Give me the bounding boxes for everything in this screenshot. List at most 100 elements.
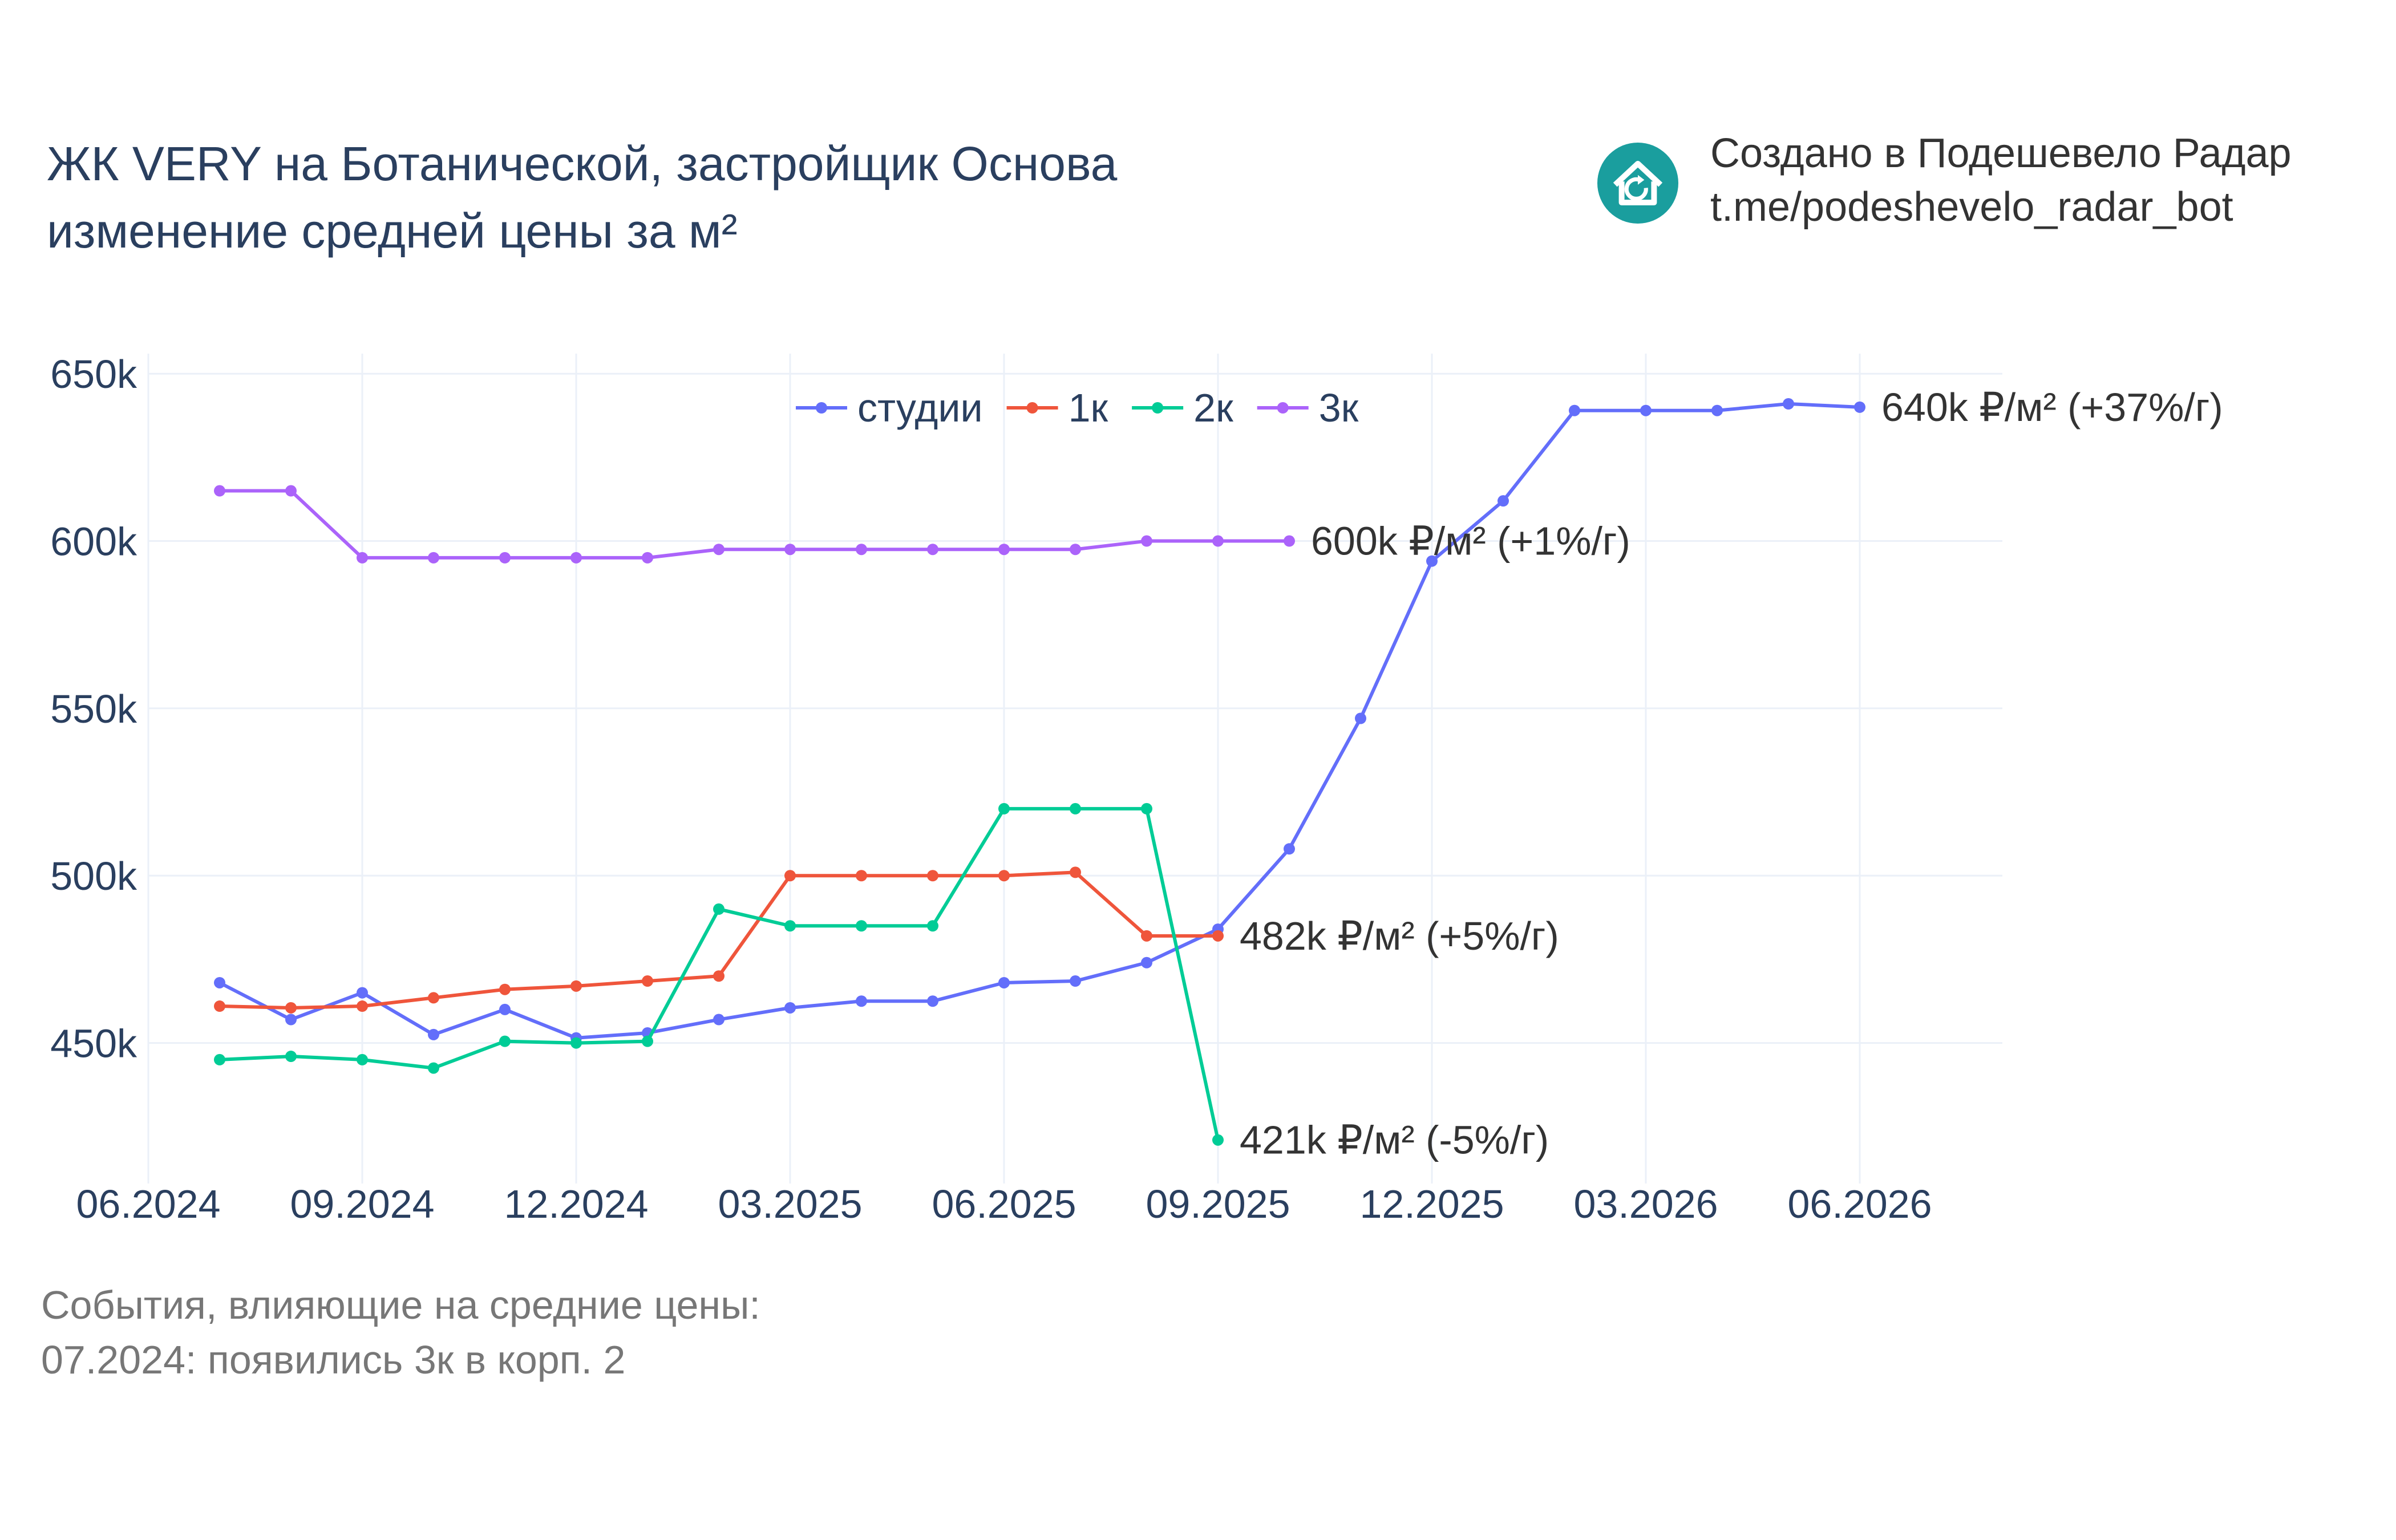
legend-label: 1к <box>1069 386 1108 430</box>
chart-series <box>214 398 1865 1146</box>
y-tick-label: 500k <box>50 854 137 898</box>
y-axis-ticks: 450k 500k 550k 600k 650k <box>50 352 137 1065</box>
data-point <box>1141 957 1152 968</box>
credit-block: Создано в Подешевело Радар t.me/podeshev… <box>1710 127 2292 234</box>
x-tick-label: 06.2024 <box>76 1182 220 1226</box>
data-point <box>428 1062 439 1074</box>
series-3к <box>214 485 1295 564</box>
end-label: 482k ₽/м² (+5%/г) <box>1240 914 1559 958</box>
series-студии <box>214 398 1865 1044</box>
data-point <box>1070 866 1081 878</box>
data-point <box>214 485 225 497</box>
data-point <box>856 920 867 932</box>
data-point <box>927 544 938 556</box>
data-point <box>1141 803 1152 814</box>
data-point <box>713 903 725 915</box>
data-point <box>856 995 867 1007</box>
data-point <box>642 975 653 987</box>
data-point <box>285 1051 297 1063</box>
y-tick-label: 650k <box>50 352 137 396</box>
title-line-2: изменение средней цены за м² <box>47 204 738 258</box>
data-point <box>570 980 582 992</box>
data-point <box>998 803 1010 814</box>
event-item: 07.2024: появились 3к в корп. 2 <box>41 1338 626 1382</box>
legend-swatch-marker <box>1277 402 1289 414</box>
series-line <box>218 402 1860 1040</box>
data-point <box>784 870 796 882</box>
data-point <box>1355 712 1366 724</box>
data-point <box>499 983 511 995</box>
data-point <box>357 552 368 564</box>
legend-label: студии <box>857 386 983 430</box>
legend-swatch-marker <box>1026 402 1038 414</box>
series-line <box>220 489 1289 560</box>
data-point <box>1212 930 1224 942</box>
data-point <box>1141 535 1152 547</box>
series-line <box>219 870 1218 1010</box>
title-line-1: ЖК VERY на Ботанической, застройщик Осно… <box>47 137 1118 191</box>
legend-item-3к: 3к <box>1257 386 1359 430</box>
series-1к <box>214 866 1224 1014</box>
data-point <box>357 1000 368 1012</box>
legend-item-студии: студии <box>796 386 983 430</box>
y-tick-label: 450k <box>50 1022 137 1066</box>
legend-swatch-marker <box>816 402 827 414</box>
end-label: 640k ₽/м² (+37%/г) <box>1881 385 2223 429</box>
data-point <box>784 920 796 932</box>
x-tick-label: 12.2025 <box>1359 1182 1504 1226</box>
data-point <box>927 995 938 1007</box>
credit-link[interactable]: t.me/podeshevelo_radar_bot <box>1710 184 2233 230</box>
data-point <box>1212 1134 1224 1146</box>
data-point <box>570 1037 582 1049</box>
data-point <box>499 1003 511 1015</box>
data-point <box>428 552 439 564</box>
data-point <box>856 544 867 556</box>
data-point <box>1854 401 1865 413</box>
data-point <box>1141 930 1152 942</box>
series-2к <box>214 803 1224 1146</box>
x-tick-label: 03.2026 <box>1573 1182 1718 1226</box>
data-point <box>998 544 1010 556</box>
data-point <box>998 976 1010 988</box>
data-point <box>214 976 225 988</box>
data-point <box>1284 843 1295 855</box>
data-point <box>1640 404 1652 416</box>
x-tick-label: 06.2025 <box>932 1182 1076 1226</box>
end-label: 421k ₽/м² (-5%/г) <box>1240 1118 1549 1162</box>
data-point <box>927 870 938 882</box>
y-tick-label: 600k <box>50 520 137 564</box>
data-point <box>998 870 1010 882</box>
x-tick-label: 12.2024 <box>504 1182 648 1226</box>
data-point <box>214 1000 225 1012</box>
data-point <box>1070 544 1081 556</box>
data-point <box>285 1002 297 1014</box>
data-point <box>570 552 582 564</box>
data-point <box>499 1035 511 1047</box>
data-point <box>784 1002 796 1014</box>
data-point <box>1783 398 1794 410</box>
data-point <box>1212 535 1224 547</box>
y-tick-label: 550k <box>50 687 137 731</box>
data-point <box>499 552 511 564</box>
data-point <box>357 1053 368 1065</box>
data-point <box>1284 535 1295 547</box>
data-point <box>428 1028 439 1040</box>
data-point <box>285 485 297 497</box>
x-tick-label: 09.2024 <box>290 1182 434 1226</box>
data-point <box>357 987 368 999</box>
data-point <box>856 870 867 882</box>
data-point <box>285 1014 297 1026</box>
legend-item-2к: 2к <box>1132 386 1233 430</box>
data-point <box>1711 404 1723 416</box>
data-point <box>1498 495 1509 507</box>
data-point <box>1070 803 1081 814</box>
legend-label: 3к <box>1319 386 1359 430</box>
data-point <box>1426 555 1438 567</box>
chart-legend: студии 1к 2к 3к <box>796 386 1359 430</box>
x-tick-label: 03.2025 <box>718 1182 862 1226</box>
data-point <box>1569 404 1580 416</box>
legend-swatch-marker <box>1152 402 1164 414</box>
events-note: События, влияющие на средние цены: 07.20… <box>41 1278 760 1387</box>
data-point <box>713 1014 725 1026</box>
